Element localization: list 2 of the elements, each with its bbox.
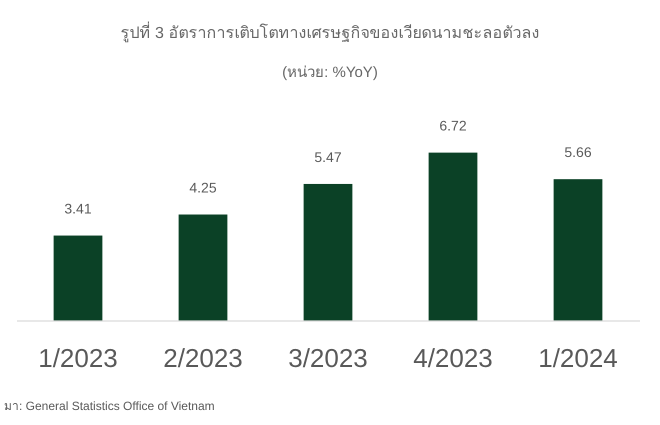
subtitle: (หน่วย: %YoY) xyxy=(282,64,378,81)
annotation: มา: General Statistics Office of Vietnam xyxy=(4,399,215,413)
